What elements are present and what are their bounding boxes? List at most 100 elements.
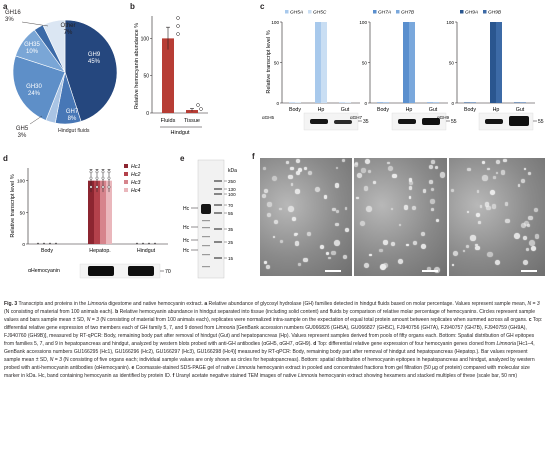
c-blot-marker: 35 [363,119,369,125]
tem-image-2 [354,158,447,276]
c-legend-swatch [460,10,464,14]
tem-particle [462,249,465,252]
tem-particle [489,189,495,195]
c-blot-band-gut [334,120,352,124]
d-legend-label: Hc2 [131,172,140,178]
d-blot-band-hepatop [88,266,114,276]
c-bar-gh5c [345,102,351,103]
d-bar-hc1 [88,180,94,244]
c-legend-swatch [483,10,487,14]
c-tick-label: 100 [359,20,367,25]
tem-particle [373,181,376,184]
b-sample-point [176,24,180,28]
pie-label-name: GH16 [5,10,21,16]
caption-d-letter: d [313,340,317,347]
c-tick-label: 0 [364,101,367,106]
tem-particle [487,167,491,171]
c-tick-label: 50 [362,61,368,66]
tem-particle [421,231,426,236]
tem-particle [363,186,368,191]
tem-particle [398,223,402,227]
tem-particle [524,221,530,227]
c-blot-label: αGH5 [262,115,275,120]
pie-chart: GH945%GH78%GH53%GH3024%GH3510%GH163%Othe… [5,10,118,139]
c-tick-label: 0 [451,101,454,106]
d-sample-point [89,185,93,189]
tem-particle [264,261,267,264]
d-blot-band-hindgut [128,266,154,276]
tem-particle [388,165,394,171]
tem-particle [487,251,493,258]
c-category-label: Gut [341,107,350,113]
d-sample-point [101,170,105,174]
figure-caption: Fig. 3 Transcripts and proteins in the L… [4,301,545,381]
d-tick-label: 50 [20,210,26,216]
panel-a-letter: a [3,2,8,11]
tem-particle [331,250,336,255]
c-blot-strip [391,112,447,131]
pie-label-pct: 10% [26,49,39,55]
tem-particle [408,178,413,182]
gel-marker-label: 130 [228,187,236,192]
gel-minor-band [202,254,210,256]
tem-particle [421,243,427,249]
tem-particle [493,176,496,179]
tem-particle [273,235,276,238]
d-sample-point [107,185,111,189]
caption-f-letter: f [172,372,175,379]
d-sample-point [89,176,93,180]
pie-slice-other [42,19,66,73]
d-bar-hc2 [94,180,100,244]
d-category-label: Hindgut [137,248,156,254]
d-blot-label: αHemocyanin [28,268,60,274]
tem-particle [266,212,272,218]
tem-particle [476,190,479,193]
tem-particle [478,221,481,224]
pie-label-pct: 7% [64,30,73,36]
tem-particle [279,207,282,211]
tem-particle [288,174,293,180]
panel-b-letter: b [130,2,135,11]
panel-a: a GH9 45% GH7 8% GH5 3% GH30 24% GH35 10% GH16 3% Ot… [0,0,125,140]
tem-particle [406,244,409,247]
tem-particle [470,235,476,241]
c-tick-label: 0 [276,101,279,106]
caption-d-text: Top: differential relative gene expressi… [317,340,496,347]
d-sample-point [101,185,105,189]
tem-particle [430,199,435,205]
pie-label-pct: 3% [18,133,27,139]
gel-marker-label: 55 [228,211,234,216]
gel-marker-band [214,180,222,182]
tem-image-3 [449,158,545,276]
b-bar-fluids [162,38,174,114]
d-sample-point [107,176,111,180]
tem-particle [335,167,339,170]
gel-marker-label: 70 [228,203,234,208]
tem-particle [297,167,303,173]
b-sample-point [176,16,180,20]
c-y-label: Relative transcript level % [266,30,272,93]
gel-marker-band [214,212,222,214]
c-category-label: Body [377,107,389,113]
tem-particle [434,266,441,273]
gel-hc-label: Hc [183,206,190,212]
panel-c-letter: c [260,2,265,11]
panel-b: b 0 50 100 Relative hemocyanin abundance % F… [130,0,245,140]
tem-particle [280,239,284,243]
gel-marker-label: 25 [228,240,234,245]
pie-leader-gh5 [29,115,43,125]
panel-e: e 250 130 100 70 55 35 25 15 kDa Hc Hc Hc Hc [180,150,250,290]
tem-particle [534,234,539,239]
tem-particle [505,218,510,224]
gel-minor-band [202,227,210,229]
d-zero-point [136,242,138,245]
pie-label-name: GH5 [16,126,29,132]
d-y-label: Relative transcript level % [10,174,16,237]
panel-d: d 0 50 100 Relative transcript level % Body H… [0,150,180,290]
tem-particle [467,167,471,171]
tem-particle [435,166,439,170]
gel-marker-label: 250 [228,179,236,184]
